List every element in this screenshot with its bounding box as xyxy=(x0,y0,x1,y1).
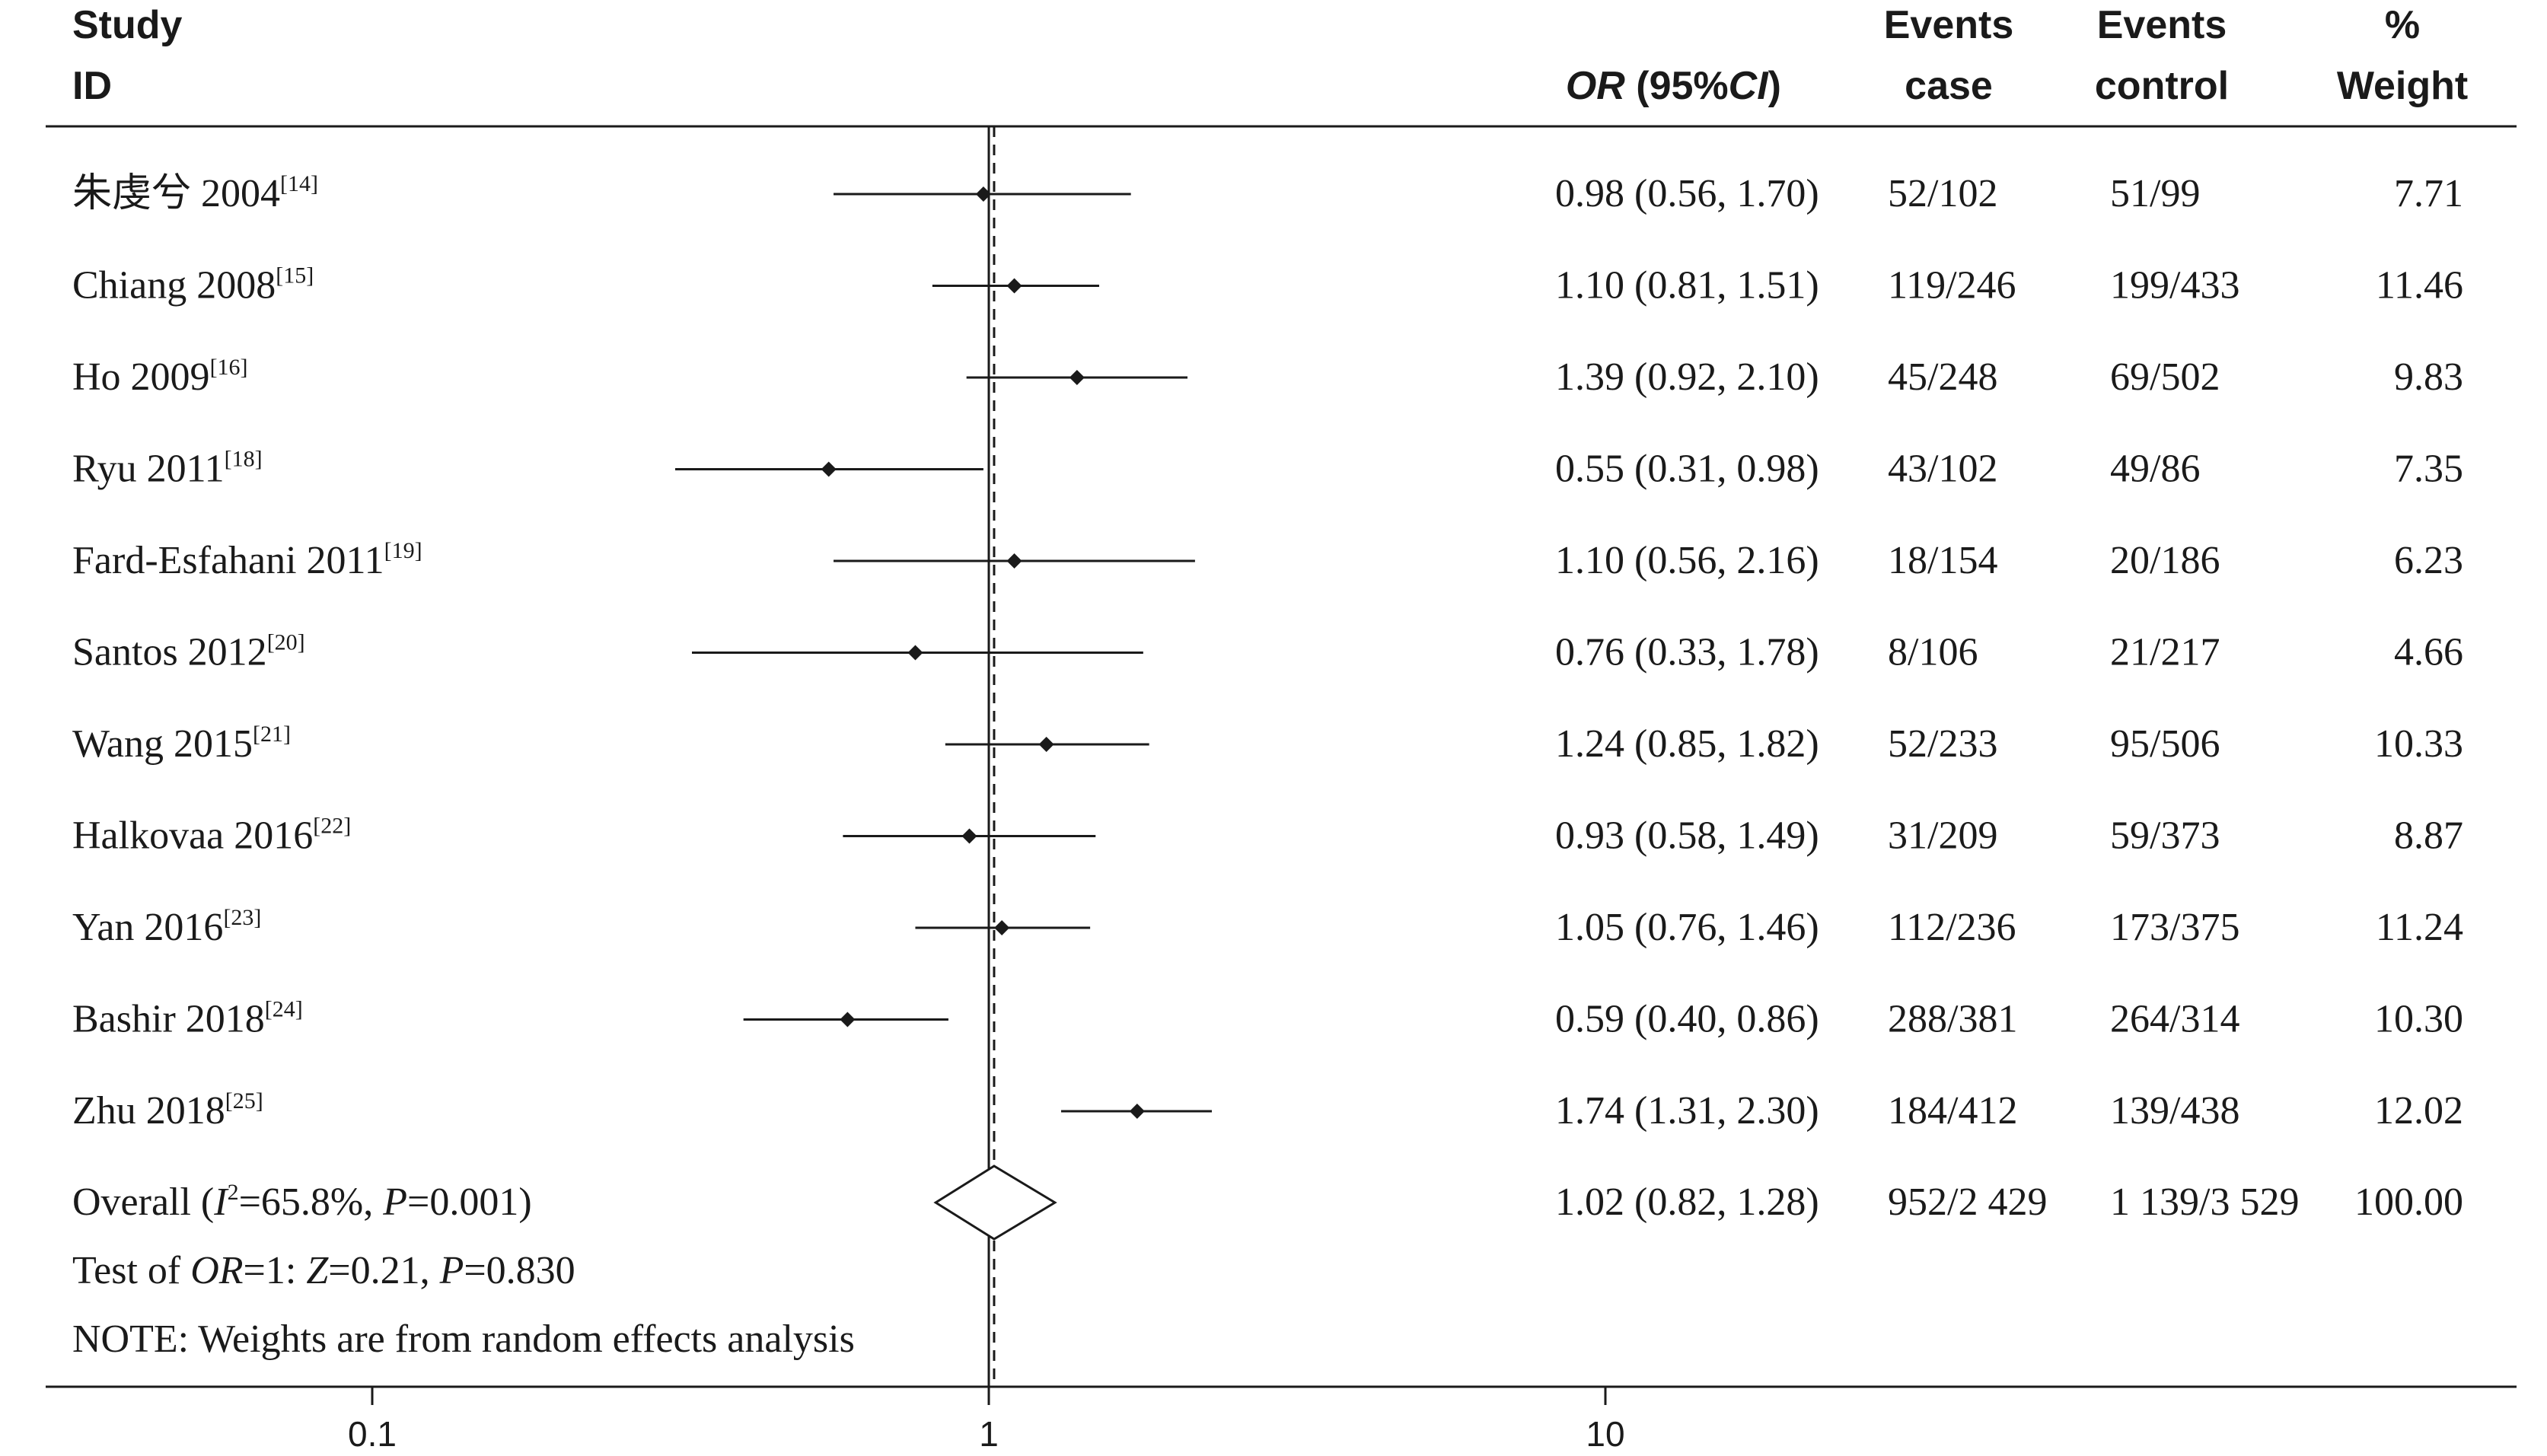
study-label: Ho 2009[16] xyxy=(72,355,248,399)
point-estimate xyxy=(1006,278,1022,294)
header-weight-1: % xyxy=(2385,3,2420,47)
weight: 10.33 xyxy=(2374,722,2463,766)
events-case: 112/236 xyxy=(1888,906,2016,949)
events-case: 52/233 xyxy=(1888,722,1997,766)
header-events-case-1: Events xyxy=(1884,3,2014,47)
test-statistic: Test of OR=1: Z=0.21, P=0.830 xyxy=(72,1249,575,1292)
header-weight-2: Weight xyxy=(2337,64,2468,108)
weight: 4.66 xyxy=(2394,631,2463,674)
or-ci-text: 1.39 (0.92, 2.10) xyxy=(1555,355,1819,399)
events-control: 139/438 xyxy=(2110,1089,2239,1133)
point-estimate xyxy=(1038,737,1054,752)
overall-weight: 100.00 xyxy=(2354,1180,2463,1224)
events-control: 59/373 xyxy=(2110,814,2220,858)
x-tick-label: 10 xyxy=(1586,1414,1624,1454)
point-estimate xyxy=(907,645,923,661)
point-estimate xyxy=(1129,1104,1145,1119)
overall-case: 952/2 429 xyxy=(1888,1180,2047,1224)
header-id: ID xyxy=(72,64,112,108)
weight: 11.24 xyxy=(2376,906,2463,949)
study-label: Bashir 2018[24] xyxy=(72,997,303,1041)
events-case: 288/381 xyxy=(1888,998,2017,1041)
or-ci-text: 0.55 (0.31, 0.98) xyxy=(1555,448,1819,491)
events-case: 8/106 xyxy=(1888,631,1978,674)
x-tick-label: 0.1 xyxy=(348,1414,397,1454)
study-label: Zhu 2018[25] xyxy=(72,1088,263,1133)
point-estimate xyxy=(840,1012,856,1027)
study-label: Chiang 2008[15] xyxy=(72,263,314,307)
study-label: Halkovaa 2016[22] xyxy=(72,814,351,858)
study-label: Fard-Esfahani 2011[19] xyxy=(72,538,422,582)
or-ci-text: 0.76 (0.33, 1.78) xyxy=(1555,631,1819,674)
point-estimate xyxy=(1069,370,1085,385)
events-control: 264/314 xyxy=(2110,998,2239,1041)
study-label: Ryu 2011[18] xyxy=(72,447,263,491)
weight: 7.35 xyxy=(2394,448,2463,491)
study-label: Wang 2015[21] xyxy=(72,722,291,766)
or-ci-text: 1.05 (0.76, 1.46) xyxy=(1555,906,1819,949)
events-case: 43/102 xyxy=(1888,448,1997,491)
events-control: 95/506 xyxy=(2110,722,2220,766)
events-control: 51/99 xyxy=(2110,172,2200,215)
weight: 7.71 xyxy=(2394,172,2463,215)
x-tick-label: 1 xyxy=(979,1414,999,1454)
events-control: 69/502 xyxy=(2110,355,2220,399)
weight: 6.23 xyxy=(2394,539,2463,582)
events-case: 18/154 xyxy=(1888,539,1997,582)
or-ci-text: 1.24 (0.85, 1.82) xyxy=(1555,722,1819,766)
point-estimate xyxy=(821,461,837,477)
header-events-case-2: case xyxy=(1905,64,1993,108)
events-control: 173/375 xyxy=(2110,906,2239,949)
or-ci-text: 1.10 (0.81, 1.51) xyxy=(1555,264,1819,307)
overall-label: Overall (I2=65.8%, P=0.001) xyxy=(72,1180,532,1224)
weight: 9.83 xyxy=(2394,355,2463,399)
header-or-ci: OR (95%CI) xyxy=(1566,64,1781,108)
study-label: Santos 2012[20] xyxy=(72,630,305,674)
events-case: 31/209 xyxy=(1888,814,1997,858)
study-label: Yan 2016[23] xyxy=(72,905,261,949)
events-case: 184/412 xyxy=(1888,1089,2017,1133)
or-ci-text: 0.98 (0.56, 1.70) xyxy=(1555,172,1819,215)
point-estimate xyxy=(1006,553,1022,569)
point-estimate xyxy=(961,828,977,844)
header-events-control-1: Events xyxy=(2097,3,2227,47)
events-control: 199/433 xyxy=(2110,264,2239,307)
events-control: 21/217 xyxy=(2110,631,2220,674)
events-case: 45/248 xyxy=(1888,355,1997,399)
or-ci-text: 0.93 (0.58, 1.49) xyxy=(1555,814,1819,858)
or-ci-text: 0.59 (0.40, 0.86) xyxy=(1555,998,1819,1041)
header-study: Study xyxy=(72,3,183,47)
weight: 10.30 xyxy=(2374,998,2463,1041)
events-control: 49/86 xyxy=(2110,448,2200,491)
point-estimate xyxy=(975,186,991,202)
point-estimate xyxy=(994,920,1010,935)
chart-marks: 0.1 1 10 朱虔兮 2004[14] 0.98 (0.56, 1.70) 52/10… xyxy=(72,126,2463,1454)
weight: 11.46 xyxy=(2376,264,2463,307)
overall-diamond xyxy=(933,1164,1057,1241)
events-case: 119/246 xyxy=(1888,264,2016,307)
or-ci-text: 1.10 (0.56, 2.16) xyxy=(1555,539,1819,582)
overall-control: 1 139/3 529 xyxy=(2110,1180,2299,1224)
study-label: 朱虔兮 2004[14] xyxy=(72,171,318,215)
or-ci-text: 1.74 (1.31, 2.30) xyxy=(1555,1089,1819,1133)
header-events-control-2: control xyxy=(2095,64,2229,108)
weights-note: NOTE: Weights are from random effects an… xyxy=(72,1317,855,1361)
weight: 12.02 xyxy=(2374,1089,2463,1133)
events-case: 52/102 xyxy=(1888,172,1997,215)
events-control: 20/186 xyxy=(2110,539,2220,582)
overall-or-text: 1.02 (0.82, 1.28) xyxy=(1555,1180,1819,1224)
weight: 8.87 xyxy=(2394,814,2463,858)
